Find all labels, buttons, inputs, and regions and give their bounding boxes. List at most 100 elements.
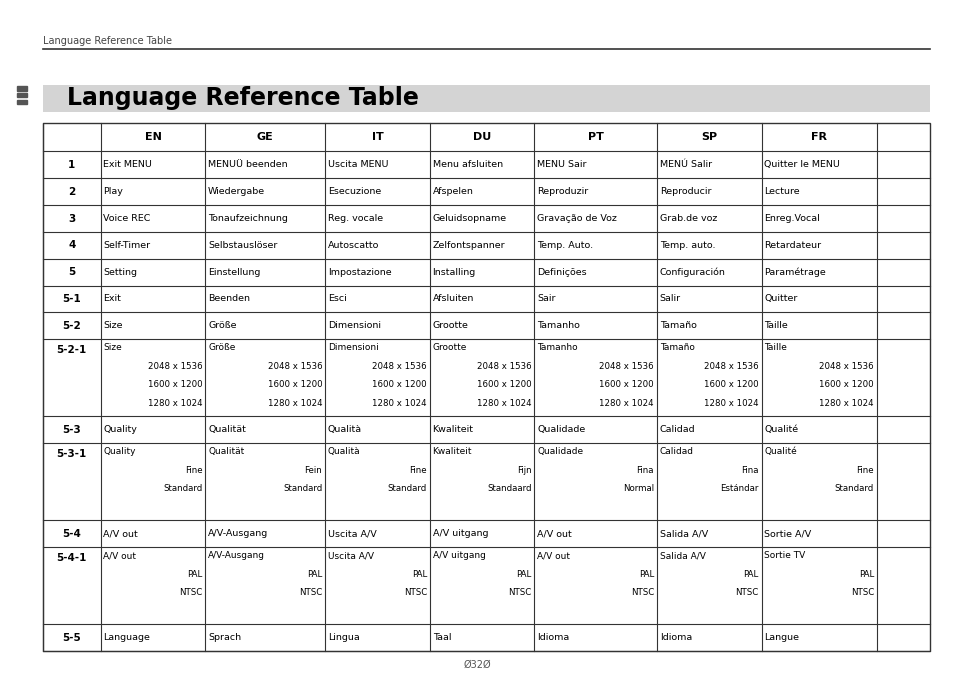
Text: 5-4: 5-4: [62, 529, 81, 539]
Bar: [17, 100, 27, 104]
Text: Sprach: Sprach: [208, 634, 241, 642]
Text: NTSC: NTSC: [630, 588, 654, 597]
Text: Kwaliteit: Kwaliteit: [432, 425, 473, 435]
Text: Dimensioni: Dimensioni: [328, 343, 378, 352]
Text: IT: IT: [371, 132, 383, 142]
Text: DU: DU: [473, 132, 491, 142]
Text: 2048 x 1536: 2048 x 1536: [148, 362, 202, 370]
Bar: [43, 123, 929, 651]
Text: SP: SP: [700, 132, 717, 142]
Text: PAL: PAL: [411, 569, 426, 579]
Text: Afsluiten: Afsluiten: [432, 294, 474, 303]
Text: Zelfontspanner: Zelfontspanner: [432, 241, 505, 250]
Text: Taille: Taille: [763, 343, 786, 352]
Text: A/V out: A/V out: [103, 529, 138, 538]
Text: Afspelen: Afspelen: [432, 188, 473, 196]
Text: Geluidsopname: Geluidsopname: [432, 214, 506, 223]
Text: Menu afsluiten: Menu afsluiten: [432, 160, 502, 169]
Text: MENUÜ beenden: MENUÜ beenden: [208, 160, 288, 169]
Text: Grootte: Grootte: [432, 322, 468, 330]
Text: 1600 x 1200: 1600 x 1200: [476, 380, 531, 389]
Text: Sortie A/V: Sortie A/V: [763, 529, 811, 538]
Text: Qualità: Qualità: [328, 425, 362, 435]
Text: Salir: Salir: [659, 294, 680, 303]
Text: Qualité: Qualité: [763, 447, 797, 456]
Text: 2048 x 1536: 2048 x 1536: [819, 362, 873, 370]
Text: Langue: Langue: [763, 634, 799, 642]
Text: 2: 2: [68, 187, 75, 197]
Text: 5-3-1: 5-3-1: [56, 450, 87, 460]
Text: Language Reference Table: Language Reference Table: [43, 36, 172, 46]
Text: Retardateur: Retardateur: [763, 241, 821, 250]
Text: NTSC: NTSC: [508, 588, 531, 597]
Text: Temp. auto.: Temp. auto.: [659, 241, 715, 250]
Text: Standard: Standard: [283, 484, 322, 493]
Text: Quitter: Quitter: [763, 294, 797, 303]
Text: A/V uitgang: A/V uitgang: [432, 529, 488, 538]
Text: 1280 x 1024: 1280 x 1024: [598, 399, 654, 408]
Text: 5-5: 5-5: [62, 633, 81, 643]
Text: PAL: PAL: [742, 569, 758, 579]
Text: PAL: PAL: [639, 569, 654, 579]
Text: Größe: Größe: [208, 343, 235, 352]
Text: Idioma: Idioma: [537, 634, 569, 642]
Text: Reg. vocale: Reg. vocale: [328, 214, 383, 223]
Text: Qualité: Qualité: [763, 425, 798, 435]
Bar: [17, 86, 27, 91]
Text: 2048 x 1536: 2048 x 1536: [267, 362, 322, 370]
Text: Qualidade: Qualidade: [537, 447, 583, 456]
Text: GE: GE: [256, 132, 274, 142]
Text: MENU Sair: MENU Sair: [537, 160, 586, 169]
Text: Exit MENU: Exit MENU: [103, 160, 152, 169]
Text: Paramétrage: Paramétrage: [763, 267, 825, 277]
Text: Quality: Quality: [103, 447, 136, 456]
Text: 1600 x 1200: 1600 x 1200: [819, 380, 873, 389]
Text: Language Reference Table: Language Reference Table: [67, 86, 418, 110]
Text: FR: FR: [810, 132, 826, 142]
Text: Esci: Esci: [328, 294, 346, 303]
Text: A/V-Ausgang: A/V-Ausgang: [208, 529, 268, 538]
Text: 1600 x 1200: 1600 x 1200: [598, 380, 654, 389]
Text: 5-4-1: 5-4-1: [56, 553, 87, 563]
Bar: [43, 85, 929, 112]
Text: Installing: Installing: [432, 267, 476, 277]
Text: Einstellung: Einstellung: [208, 267, 260, 277]
Text: 1600 x 1200: 1600 x 1200: [372, 380, 426, 389]
Text: Calidad: Calidad: [659, 447, 693, 456]
Text: 1280 x 1024: 1280 x 1024: [476, 399, 531, 408]
Text: Size: Size: [103, 322, 123, 330]
Text: Language: Language: [103, 634, 151, 642]
Text: 2048 x 1536: 2048 x 1536: [598, 362, 654, 370]
Text: Lecture: Lecture: [763, 188, 800, 196]
Text: Quitter le MENU: Quitter le MENU: [763, 160, 840, 169]
Text: Reproducir: Reproducir: [659, 188, 711, 196]
Text: Kwaliteit: Kwaliteit: [432, 447, 472, 456]
Text: Size: Size: [103, 343, 122, 352]
Text: PAL: PAL: [516, 569, 531, 579]
Text: EN: EN: [144, 132, 161, 142]
Text: 5-2-1: 5-2-1: [56, 345, 87, 355]
Text: Estándar: Estándar: [720, 484, 758, 493]
Text: PAL: PAL: [187, 569, 202, 579]
Text: Tamanho: Tamanho: [537, 322, 579, 330]
Text: Autoscatto: Autoscatto: [328, 241, 379, 250]
Text: A/V-Ausgang: A/V-Ausgang: [208, 551, 265, 560]
Text: NTSC: NTSC: [735, 588, 758, 597]
Text: Qualidade: Qualidade: [537, 425, 585, 435]
Bar: [17, 93, 27, 97]
Text: Calidad: Calidad: [659, 425, 695, 435]
Text: A/V out: A/V out: [537, 529, 572, 538]
Text: Sair: Sair: [537, 294, 556, 303]
Text: Self-Timer: Self-Timer: [103, 241, 151, 250]
Text: PAL: PAL: [307, 569, 322, 579]
Text: Tamaño: Tamaño: [659, 322, 696, 330]
Text: Definições: Definições: [537, 267, 586, 277]
Text: 5: 5: [68, 267, 75, 277]
Text: Grootte: Grootte: [432, 343, 467, 352]
Text: Beenden: Beenden: [208, 294, 250, 303]
Text: 1280 x 1024: 1280 x 1024: [703, 399, 758, 408]
Text: Selbstauslöser: Selbstauslöser: [208, 241, 277, 250]
Text: Enreg.Vocal: Enreg.Vocal: [763, 214, 820, 223]
Text: 1: 1: [68, 160, 75, 170]
Text: Standard: Standard: [834, 484, 873, 493]
